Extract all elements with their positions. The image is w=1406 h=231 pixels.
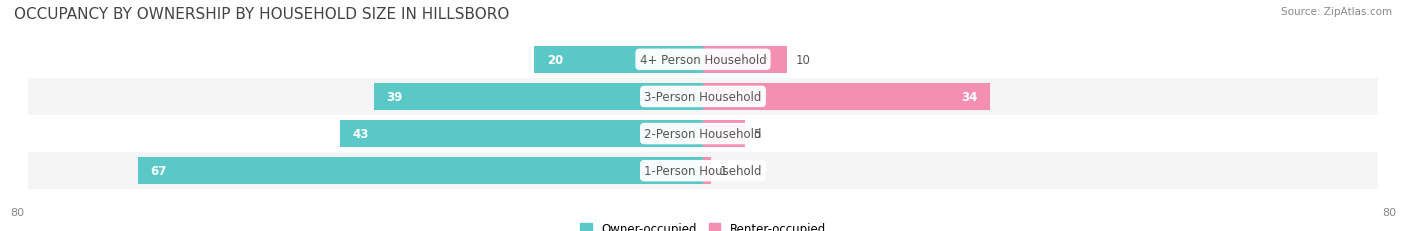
Text: 4+ Person Household: 4+ Person Household xyxy=(640,54,766,67)
Bar xyxy=(703,84,990,110)
Bar xyxy=(28,116,1378,152)
Legend: Owner-occupied, Renter-occupied: Owner-occupied, Renter-occupied xyxy=(575,217,831,231)
Bar xyxy=(28,42,1378,79)
Text: 34: 34 xyxy=(960,91,977,103)
Text: 80: 80 xyxy=(1382,207,1396,217)
Bar xyxy=(703,121,745,147)
Bar xyxy=(703,47,787,73)
Text: 67: 67 xyxy=(150,164,167,177)
Text: 43: 43 xyxy=(353,128,370,140)
Text: OCCUPANCY BY OWNERSHIP BY HOUSEHOLD SIZE IN HILLSBORO: OCCUPANCY BY OWNERSHIP BY HOUSEHOLD SIZE… xyxy=(14,7,509,22)
Bar xyxy=(703,158,711,184)
Text: 1: 1 xyxy=(720,164,727,177)
Text: 20: 20 xyxy=(547,54,564,67)
Text: 80: 80 xyxy=(10,207,24,217)
Text: 2-Person Household: 2-Person Household xyxy=(644,128,762,140)
Text: 10: 10 xyxy=(796,54,811,67)
Text: 39: 39 xyxy=(387,91,404,103)
Bar xyxy=(138,158,703,184)
Text: 5: 5 xyxy=(754,128,761,140)
Text: Source: ZipAtlas.com: Source: ZipAtlas.com xyxy=(1281,7,1392,17)
Bar xyxy=(28,152,1378,189)
Bar xyxy=(534,47,703,73)
Bar xyxy=(28,79,1378,116)
Bar xyxy=(340,121,703,147)
Text: 1-Person Household: 1-Person Household xyxy=(644,164,762,177)
Text: 3-Person Household: 3-Person Household xyxy=(644,91,762,103)
Bar xyxy=(374,84,703,110)
